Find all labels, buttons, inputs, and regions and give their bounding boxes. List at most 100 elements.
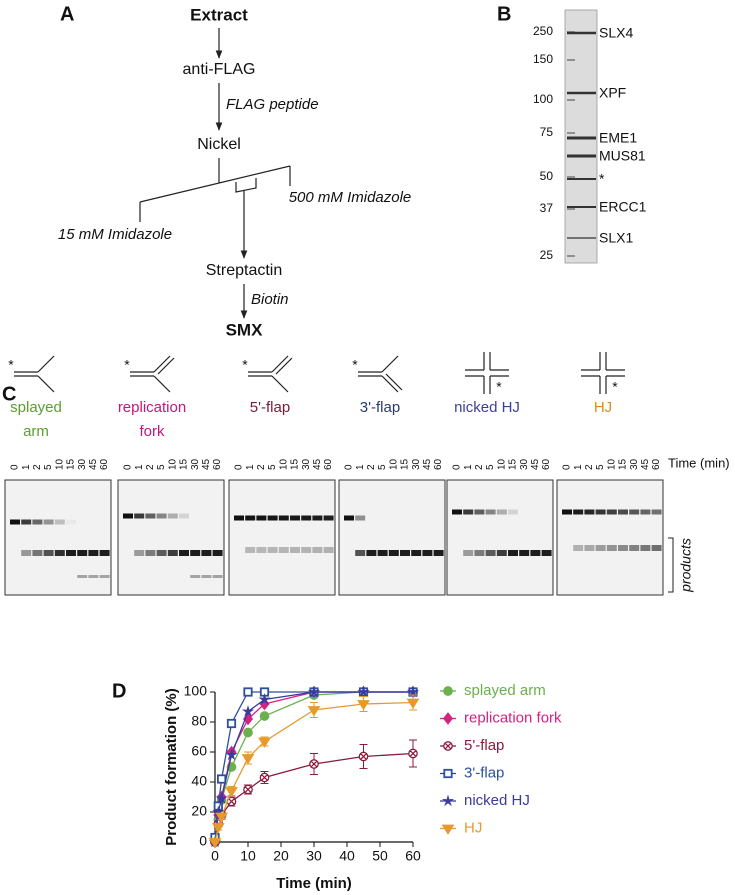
time-label: 1 — [573, 464, 584, 470]
legend-label: 5'-flap — [464, 737, 504, 754]
time-label: 45 — [530, 458, 541, 470]
time-label: 1 — [134, 464, 145, 470]
panel-a: A Extract anti-FLAG FLAG peptide Nickel … — [58, 3, 411, 339]
gel-band — [474, 550, 485, 556]
gel-band — [651, 509, 662, 515]
legend-label: replication fork — [464, 709, 562, 726]
gel-band — [278, 515, 289, 521]
data-point — [225, 748, 238, 761]
legend-label: HJ — [464, 819, 482, 836]
gel-band — [355, 550, 366, 556]
time-label: 15 — [179, 458, 190, 470]
time-label: 60 — [99, 458, 110, 470]
dna-strand — [381, 375, 399, 393]
gel-band — [485, 509, 496, 515]
time-label: 2 — [145, 464, 156, 470]
gel-band — [388, 550, 399, 556]
time-label: 10 — [388, 458, 399, 470]
time-label: 1 — [355, 464, 366, 470]
dna-strand — [153, 375, 171, 393]
x-tick-label: 50 — [372, 848, 388, 864]
gel-band — [245, 547, 256, 553]
mw-marker: 25 — [540, 248, 554, 262]
legend-marker — [443, 768, 453, 779]
time-label: 10 — [54, 458, 65, 470]
series — [210, 739, 418, 847]
gel-band — [344, 515, 354, 521]
panel-label: C — [2, 383, 16, 405]
mw-marker: 37 — [540, 201, 554, 215]
label-asterisk: * — [242, 357, 248, 373]
time-label: 30 — [301, 458, 312, 470]
products-label: products — [678, 538, 694, 593]
dna-strand — [385, 373, 403, 391]
substrate-name: HJ — [594, 399, 612, 416]
elution: FLAG peptide — [226, 96, 319, 113]
gel-band — [43, 550, 54, 556]
substrate-name: 5'-flap — [250, 399, 290, 416]
data-point — [215, 791, 228, 804]
gel — [446, 479, 554, 596]
data-point — [357, 700, 370, 711]
time-label: 10 — [496, 458, 507, 470]
gel-band — [584, 509, 595, 515]
time-label: 45 — [201, 458, 212, 470]
fraction: 15 mM Imidazole — [58, 226, 172, 243]
time-label: 1 — [463, 464, 474, 470]
legend-label: splayed arm — [464, 682, 546, 699]
gel-band — [278, 547, 289, 553]
time-label: 30 — [77, 458, 88, 470]
gel-band — [584, 545, 595, 551]
time-label: 0 — [234, 464, 245, 470]
mw-marker: 50 — [540, 169, 554, 183]
data-point — [243, 687, 253, 697]
band-label: ERCC1 — [599, 199, 647, 215]
data-point — [243, 784, 253, 795]
band-label: XPF — [599, 85, 626, 101]
time-label: 15 — [290, 458, 301, 470]
legend-label: 3'-flap — [464, 764, 504, 781]
gel-band — [411, 550, 422, 556]
label-asterisk: * — [8, 357, 14, 373]
band-label: SLX1 — [599, 230, 633, 246]
gel-band — [562, 509, 572, 515]
time-label: 2 — [366, 464, 377, 470]
time-label: 1 — [245, 464, 256, 470]
substrate-name: 3'-flap — [360, 399, 400, 416]
time-label: 15 — [400, 458, 411, 470]
y-tick-label: 40 — [191, 773, 207, 789]
dna-strand — [271, 355, 289, 373]
gel-band — [474, 509, 485, 515]
gel-band — [312, 515, 323, 521]
panel-label: D — [112, 680, 126, 702]
elution: Biotin — [251, 291, 289, 308]
gel-band — [519, 550, 530, 556]
gel-band — [21, 519, 32, 525]
time-label: 0 — [10, 464, 21, 470]
time-label: 30 — [411, 458, 422, 470]
time-label: 5 — [43, 464, 54, 470]
dna-strand — [153, 355, 171, 373]
band-label: EME1 — [599, 130, 637, 146]
gel-band — [256, 547, 267, 553]
gel-band — [618, 509, 628, 515]
band-label: MUS81 — [599, 148, 646, 164]
gel-band — [452, 509, 462, 515]
data-point — [307, 685, 321, 698]
gel-band — [267, 515, 278, 521]
y-axis-label: Product formation (%) — [163, 688, 180, 846]
gel-band — [355, 515, 366, 521]
step: SMX — [226, 320, 264, 339]
data-point — [258, 737, 271, 748]
gel-band — [54, 519, 65, 525]
substrate-name: splayed — [10, 399, 62, 416]
time-label: 15 — [618, 458, 629, 470]
substrate-name: replication — [118, 399, 186, 416]
gel-band — [508, 550, 518, 556]
gel-band — [312, 547, 323, 553]
y-tick-label: 0 — [199, 833, 207, 849]
data-point — [408, 748, 418, 759]
time-label: 30 — [629, 458, 640, 470]
gel-band — [245, 515, 256, 521]
band-label: * — [599, 171, 605, 187]
